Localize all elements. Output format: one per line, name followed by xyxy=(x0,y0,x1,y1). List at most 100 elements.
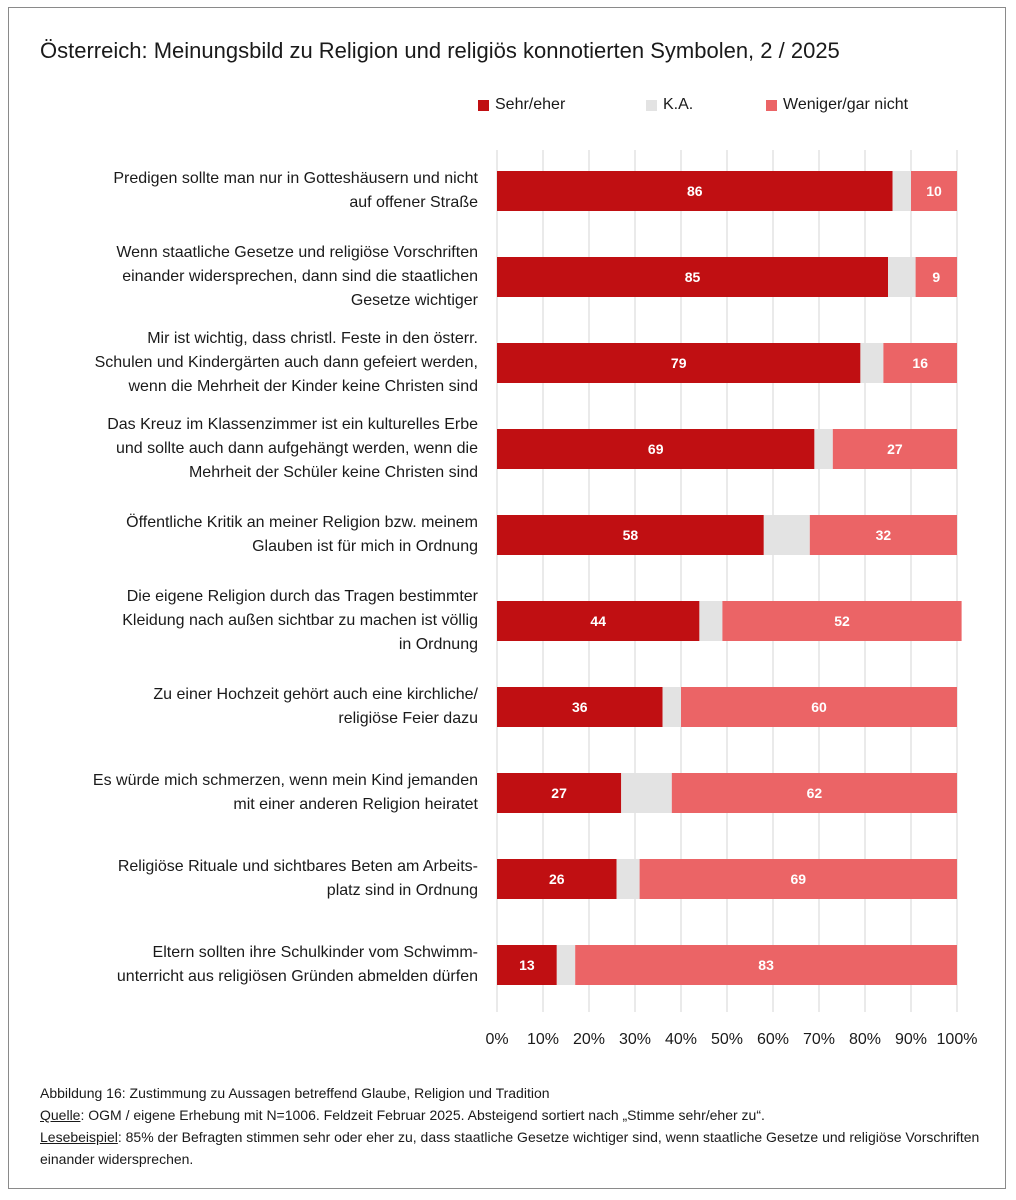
category-label-line: religiöse Feier dazu xyxy=(338,710,478,727)
bar-segment xyxy=(722,601,962,641)
x-tick-label: 40% xyxy=(665,1031,697,1048)
legend-label-sehr-eher: Sehr/eher xyxy=(495,96,566,113)
data-label: 85 xyxy=(685,269,701,285)
bar-segment xyxy=(497,945,557,985)
bar-segment xyxy=(814,429,833,469)
data-label: 16 xyxy=(912,355,928,371)
bar-segment xyxy=(497,859,617,899)
data-label: 26 xyxy=(549,871,565,887)
source-note: Quelle: OGM / eigene Erhebung mit N=1006… xyxy=(40,1104,980,1126)
category-label: Die eigene Religion durch das Tragen bes… xyxy=(30,585,478,657)
bar-segment xyxy=(497,171,893,211)
x-tick-label: 50% xyxy=(711,1031,743,1048)
legend-item-ka: K.A. xyxy=(646,96,693,114)
category-label-line: Wenn staatliche Gesetze und religiöse Vo… xyxy=(116,244,478,261)
x-tick-label: 70% xyxy=(803,1031,835,1048)
legend-item-sehr-eher: Sehr/eher xyxy=(478,96,565,114)
legend-label-weniger: Weniger/gar nicht xyxy=(783,96,909,113)
source-text: : OGM / eigene Erhebung mit N=1006. Feld… xyxy=(80,1107,765,1123)
data-label: 86 xyxy=(687,183,703,199)
example-label: Lesebeispiel xyxy=(40,1129,118,1145)
data-label: 79 xyxy=(671,355,687,371)
bar-segment xyxy=(497,773,622,813)
category-label-line: unterricht aus religiösen Gründen abmeld… xyxy=(116,968,478,985)
bar-segment xyxy=(832,429,957,469)
bar-segment xyxy=(497,515,764,555)
category-label-line: wenn die Mehrheit der Kinder keine Chris… xyxy=(128,378,478,395)
data-label: 10 xyxy=(926,183,942,199)
category-label: Predigen sollte man nur in Gotteshäusern… xyxy=(30,167,478,215)
x-tick-label: 10% xyxy=(527,1031,559,1048)
example-note: Lesebeispiel: 85% der Befragten stimmen … xyxy=(40,1126,980,1170)
chart-legend: Sehr/eher K.A. Weniger/gar nicht xyxy=(0,96,1016,118)
x-tick-label: 60% xyxy=(757,1031,789,1048)
bar-segment xyxy=(699,601,723,641)
chart-title: Österreich: Meinungsbild zu Religion und… xyxy=(40,38,840,63)
data-label: 69 xyxy=(648,441,664,457)
category-label-line: auf offener Straße xyxy=(349,194,478,211)
data-label: 83 xyxy=(758,957,774,973)
bar-segment xyxy=(575,945,957,985)
x-tick-label: 100% xyxy=(937,1031,978,1048)
category-label-line: Die eigene Religion durch das Tragen bes… xyxy=(126,588,478,605)
bar-segment xyxy=(763,515,810,555)
bar-segment xyxy=(497,429,815,469)
bar-segment xyxy=(621,773,672,813)
bar-segment xyxy=(915,257,957,297)
x-tick-label: 80% xyxy=(849,1031,881,1048)
bar-segment xyxy=(883,343,957,383)
category-label-line: platz sind in Ordnung xyxy=(326,882,478,899)
category-label: Zu einer Hochzeit gehört auch eine kirch… xyxy=(30,683,478,731)
bar-segment xyxy=(892,171,911,211)
bar-segment xyxy=(671,773,957,813)
category-label-line: mit einer anderen Religion heiratet xyxy=(233,796,478,813)
x-tick-label: 20% xyxy=(573,1031,605,1048)
bar-segment xyxy=(497,343,861,383)
data-label: 52 xyxy=(834,613,850,629)
category-label-line: Religiöse Rituale und sichtbares Beten a… xyxy=(117,858,478,875)
bar-segment xyxy=(888,257,916,297)
legend-label-ka: K.A. xyxy=(663,96,694,113)
category-label-line: Mehrheit der Schüler keine Christen sind xyxy=(188,464,478,481)
category-label-line: Glauben ist für mich in Ordnung xyxy=(252,538,478,555)
category-label-line: Schulen und Kindergärten auch dann gefei… xyxy=(94,354,478,371)
category-label-line: Eltern sollten ihre Schulkinder vom Schw… xyxy=(152,944,478,961)
data-label: 58 xyxy=(623,527,639,543)
legend-swatch-sehr-eher xyxy=(478,99,489,111)
bar-segment xyxy=(809,515,957,555)
category-label-line: Mir ist wichtig, dass christl. Feste in … xyxy=(147,330,478,347)
category-label-line: Kleidung nach außen sichtbar zu machen i… xyxy=(122,612,478,629)
data-label: 60 xyxy=(811,699,827,715)
data-label: 9 xyxy=(932,269,940,285)
data-label: 36 xyxy=(572,699,588,715)
bar-segment xyxy=(911,171,957,211)
category-label-line: in Ordnung xyxy=(398,636,478,653)
category-label-line: und sollte auch dann aufgehängt werden, … xyxy=(115,440,478,457)
category-label: Das Kreuz im Klassenzimmer ist ein kultu… xyxy=(30,413,478,485)
category-label: Mir ist wichtig, dass christl. Feste in … xyxy=(30,327,478,399)
x-tick-label: 0% xyxy=(485,1031,508,1048)
bar-segment xyxy=(497,687,663,727)
category-label-line: Öffentliche Kritik an meiner Religion bz… xyxy=(126,514,478,531)
example-text: : 85% der Befragten stimmen sehr oder eh… xyxy=(40,1129,980,1167)
category-label: Religiöse Rituale und sichtbares Beten a… xyxy=(30,855,478,903)
category-label-line: Gesetze wichtiger xyxy=(350,292,478,309)
figure-footer: Abbildung 16: Zustimmung zu Aussagen bet… xyxy=(40,1082,980,1170)
category-label: Eltern sollten ihre Schulkinder vom Schw… xyxy=(30,941,478,989)
bar-segment xyxy=(860,343,884,383)
category-label: Es würde mich schmerzen, wenn mein Kind … xyxy=(30,769,478,817)
source-label: Quelle xyxy=(40,1107,81,1123)
data-label: 27 xyxy=(887,441,903,457)
bar-segment xyxy=(616,859,640,899)
x-tick-label: 90% xyxy=(895,1031,927,1048)
category-label-line: einander widersprechen, dann sind die st… xyxy=(122,268,478,285)
bar-segment xyxy=(681,687,957,727)
data-label: 13 xyxy=(519,957,535,973)
legend-item-weniger: Weniger/gar nicht xyxy=(766,96,908,114)
data-label: 69 xyxy=(791,871,807,887)
category-label-line: Es würde mich schmerzen, wenn mein Kind … xyxy=(92,772,478,789)
bar-segment xyxy=(497,601,700,641)
category-label-line: Predigen sollte man nur in Gotteshäusern… xyxy=(113,170,478,187)
bar-segment xyxy=(662,687,681,727)
